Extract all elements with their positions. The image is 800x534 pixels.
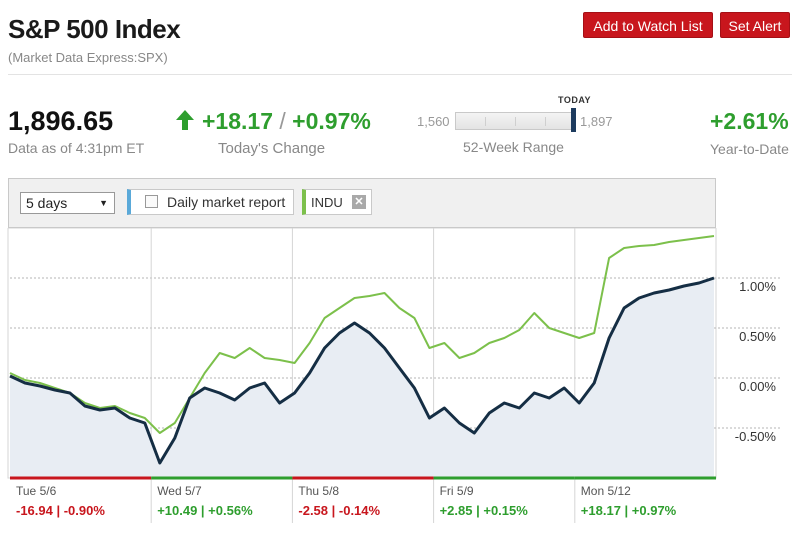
ytd-value: +2.61% (710, 108, 789, 134)
day-change-value: -16.94 | -0.90% (16, 503, 105, 518)
day-change-value: +2.85 | +0.15% (439, 503, 528, 518)
close-icon[interactable]: ✕ (352, 195, 366, 209)
range-high-value: 1,897 (580, 114, 613, 129)
todays-change-value: +18.17 / +0.97% (202, 108, 371, 135)
day-label: Thu 5/8 (298, 484, 340, 498)
up-arrow-icon (176, 110, 194, 130)
time-range-select[interactable]: 5 days ▼ (20, 192, 115, 214)
change-separator: / (279, 108, 286, 134)
change-percent: +0.97% (292, 108, 371, 134)
daily-report-checkbox[interactable] (145, 195, 158, 208)
y-tick-label: 1.00% (739, 279, 776, 294)
last-price: 1,896.65 (8, 106, 114, 136)
day-label: Mon 5/12 (580, 484, 631, 498)
header-divider (8, 74, 792, 75)
daily-report-toggle[interactable]: Daily market report (127, 189, 294, 215)
range-low-value: 1,560 (417, 114, 450, 129)
range-today-marker (571, 108, 576, 132)
day-label: Wed 5/7 (157, 484, 202, 498)
spx-series-line (9, 276, 715, 465)
time-range-value: 5 days (26, 195, 68, 211)
day-change-value: +10.49 | +0.56% (157, 503, 253, 518)
caret-down-icon: ▼ (99, 198, 108, 208)
range-bar (455, 112, 575, 130)
range-today-label: TODAY (558, 95, 592, 105)
y-tick-label: 0.50% (739, 329, 776, 344)
page-title: S&P 500 Index (8, 14, 181, 44)
day-change-value: +18.17 | +0.97% (580, 503, 677, 518)
day-label: Fri 5/9 (439, 484, 474, 498)
compare-symbol-label: INDU (311, 195, 343, 210)
y-tick-label: 0.00% (739, 379, 776, 394)
daily-report-label: Daily market report (167, 194, 286, 210)
compare-chip-indu: INDU ✕ (302, 189, 372, 215)
set-alert-button[interactable]: Set Alert (720, 12, 790, 38)
page-subtitle: (Market Data Express:SPX) (8, 50, 168, 65)
ytd-label: Year-to-Date (710, 141, 789, 157)
price-timestamp: Data as of 4:31pm ET (8, 140, 145, 156)
range-label: 52-Week Range (463, 139, 564, 155)
y-tick-label: -0.50% (735, 429, 777, 444)
indu-series-line (9, 235, 715, 434)
main-series-area (10, 278, 714, 478)
change-points: +18.17 (202, 108, 273, 134)
day-change-value: -2.58 | -0.14% (298, 503, 381, 518)
add-to-watch-list-button[interactable]: Add to Watch List (583, 12, 713, 38)
todays-change-label: Today's Change (218, 140, 326, 157)
day-label: Tue 5/6 (16, 484, 57, 498)
price-chart: 1.00% 0.50% 0.00% -0.50% (7, 228, 780, 523)
